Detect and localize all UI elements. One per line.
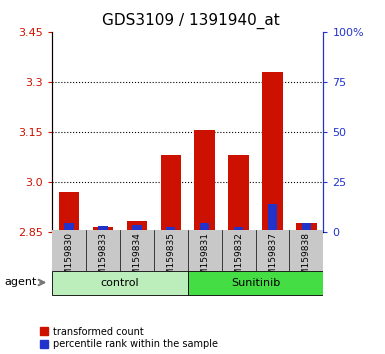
Text: agent: agent: [5, 278, 37, 287]
Text: GSM159830: GSM159830: [64, 232, 74, 287]
Bar: [161, 155, 181, 232]
Bar: [98, 226, 108, 232]
Legend: transformed count, percentile rank within the sample: transformed count, percentile rank withi…: [40, 327, 218, 349]
Bar: [302, 223, 311, 232]
Bar: [52, 270, 188, 295]
Text: GSM159835: GSM159835: [166, 232, 175, 287]
Text: control: control: [100, 278, 139, 288]
Bar: [194, 130, 215, 232]
Text: GSM159833: GSM159833: [98, 232, 107, 287]
Text: GSM159837: GSM159837: [268, 232, 277, 287]
Text: GSM159834: GSM159834: [132, 232, 141, 287]
Bar: [93, 227, 113, 232]
Bar: [59, 192, 79, 232]
Bar: [127, 221, 147, 232]
Text: GSM159832: GSM159832: [234, 232, 243, 287]
Bar: [132, 225, 142, 232]
Bar: [166, 227, 176, 232]
Bar: [200, 223, 209, 232]
Text: GDS3109 / 1391940_at: GDS3109 / 1391940_at: [102, 12, 280, 29]
Bar: [268, 204, 277, 232]
Bar: [234, 227, 243, 232]
Bar: [228, 155, 249, 232]
Bar: [64, 223, 74, 232]
Bar: [262, 72, 283, 232]
Text: GSM159838: GSM159838: [302, 232, 311, 287]
Text: GSM159831: GSM159831: [200, 232, 209, 287]
Bar: [296, 223, 316, 232]
Bar: [188, 270, 323, 295]
Text: Sunitinib: Sunitinib: [231, 278, 280, 288]
